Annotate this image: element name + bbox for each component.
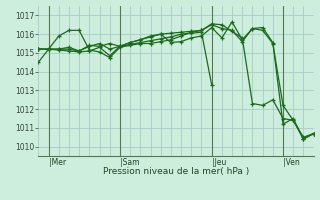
X-axis label: Pression niveau de la mer( hPa ): Pression niveau de la mer( hPa ) [103, 167, 249, 176]
Text: |Mer: |Mer [49, 158, 66, 167]
Text: |Ven: |Ven [283, 158, 300, 167]
Text: |Sam: |Sam [120, 158, 140, 167]
Text: |Jeu: |Jeu [212, 158, 226, 167]
